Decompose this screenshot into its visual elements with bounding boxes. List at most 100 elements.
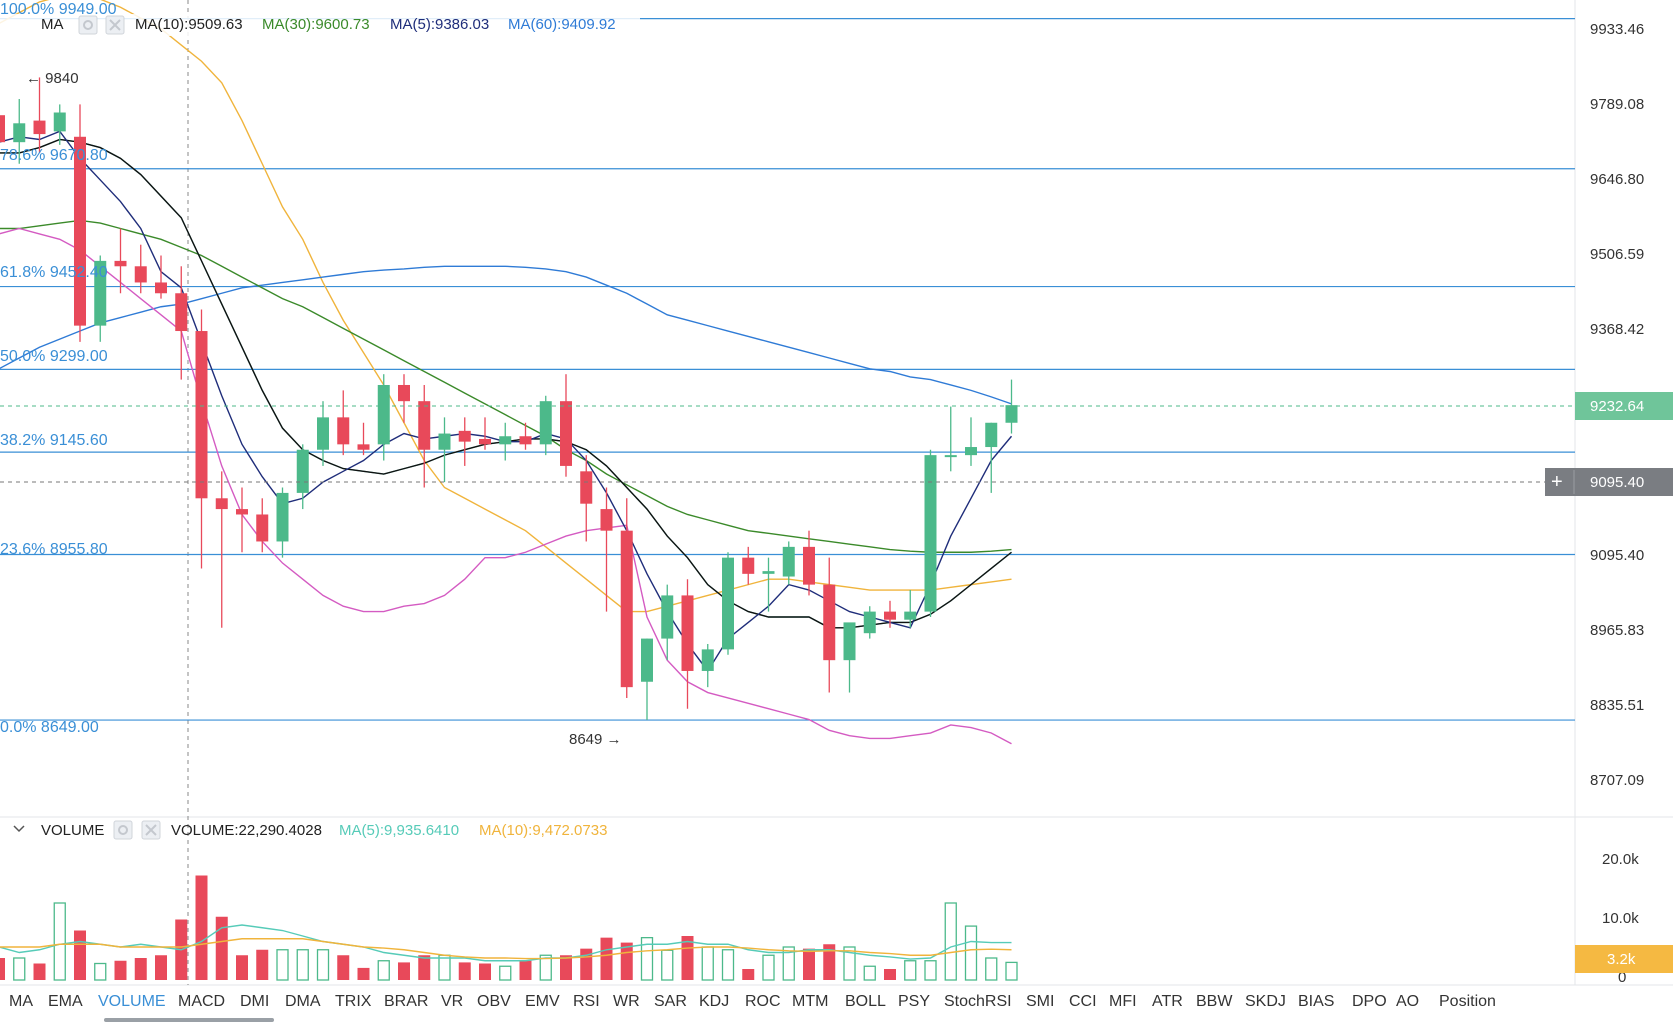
volume-bar xyxy=(1005,961,1018,981)
tab-stochrsi[interactable]: StochRSI xyxy=(944,993,1012,1010)
volume-bar xyxy=(782,946,795,981)
candle-body xyxy=(296,449,309,493)
tab-ema[interactable]: EMA xyxy=(48,993,83,1010)
tab-vr[interactable]: VR xyxy=(441,993,463,1010)
tab-mtm[interactable]: MTM xyxy=(792,993,828,1010)
candle-body xyxy=(904,611,917,620)
legend-indicator-name: MA xyxy=(41,16,64,33)
tab-wr[interactable]: WR xyxy=(613,993,640,1010)
volume-bar xyxy=(256,949,269,980)
volume-tick: 10.0k xyxy=(1602,910,1639,927)
price-axis[interactable]: 9933.46 9789.08 9646.80 9506.59 9368.42 … xyxy=(1590,21,1644,789)
volume-bar xyxy=(701,946,714,981)
volume-bar xyxy=(843,946,856,981)
tab-ao[interactable]: AO xyxy=(1396,993,1419,1010)
legend-ma30: MA(30):9600.73 xyxy=(262,16,370,33)
tab-rsi[interactable]: RSI xyxy=(573,993,600,1010)
candle-body xyxy=(863,611,876,634)
tab-bbw[interactable]: BBW xyxy=(1196,993,1233,1010)
gear-icon xyxy=(83,20,93,30)
volume-bar xyxy=(600,937,613,980)
fib-label-382: 38.2% 9145.60 xyxy=(0,432,108,449)
volume-bar xyxy=(94,962,107,981)
cursor-price-badge xyxy=(1545,468,1673,496)
price-tick: 8965.83 xyxy=(1590,622,1644,639)
gear-icon xyxy=(118,825,128,835)
volume-bar xyxy=(823,944,836,980)
volume-bar xyxy=(721,949,735,981)
tab-dma[interactable]: DMA xyxy=(285,993,321,1010)
tab-sar[interactable]: SAR xyxy=(654,993,687,1010)
volume-bar xyxy=(904,960,917,981)
tab-mfi[interactable]: MFI xyxy=(1109,993,1137,1010)
tab-psy[interactable]: PSY xyxy=(898,993,930,1010)
candle-body xyxy=(418,401,431,450)
candle-body xyxy=(236,509,248,515)
price-tick: 9506.59 xyxy=(1590,246,1644,263)
price-tick: 8707.09 xyxy=(1590,772,1644,789)
cursor-price-text: 9095.40 xyxy=(1590,474,1644,491)
volume-bar xyxy=(398,962,410,980)
candle-body xyxy=(1005,405,1018,423)
volume-bar xyxy=(114,960,127,980)
tab-smi[interactable]: SMI xyxy=(1026,993,1054,1010)
volume-bar xyxy=(863,965,876,981)
candle-body xyxy=(843,622,856,661)
tabs-scrollbar[interactable] xyxy=(104,1018,274,1022)
main-legend-bg xyxy=(0,14,640,36)
candle-body xyxy=(661,595,674,639)
main-price-panel[interactable] xyxy=(0,0,1575,817)
price-tick: 9789.08 xyxy=(1590,96,1644,113)
volume-settings-button[interactable] xyxy=(113,820,133,840)
candle-body xyxy=(519,436,532,445)
volume-bar xyxy=(236,955,248,980)
candle-body xyxy=(13,123,26,143)
tab-boll[interactable]: BOLL xyxy=(845,993,886,1010)
tab-trix[interactable]: TRIX xyxy=(335,993,372,1010)
candle-body xyxy=(256,514,269,542)
volume-bar xyxy=(681,936,694,980)
volume-ma-lines xyxy=(0,924,1012,962)
volume-bar xyxy=(560,955,572,980)
candle-body xyxy=(701,649,714,671)
fib-label-786: 78.6% 9670.80 xyxy=(0,147,108,164)
tab-atr[interactable]: ATR xyxy=(1152,993,1183,1010)
tab-kdj[interactable]: KDJ xyxy=(699,993,729,1010)
candle-body xyxy=(681,595,694,671)
tab-cci[interactable]: CCI xyxy=(1069,993,1097,1010)
volume-bar xyxy=(53,902,66,981)
tab-emv[interactable]: EMV xyxy=(525,993,560,1010)
tab-skdj[interactable]: SKDJ xyxy=(1245,993,1286,1010)
tab-dmi[interactable]: DMI xyxy=(240,993,269,1010)
volume-bar xyxy=(580,948,593,980)
volume-bar xyxy=(33,963,46,980)
candlestick-series xyxy=(0,77,1018,721)
volume-bar xyxy=(944,902,957,981)
tab-roc[interactable]: ROC xyxy=(745,993,781,1010)
volume-bar xyxy=(762,954,775,981)
price-tick: 9095.40 xyxy=(1590,547,1644,564)
tab-ma[interactable]: MA xyxy=(9,993,33,1010)
candle-body xyxy=(398,384,410,402)
candle-body xyxy=(499,436,512,445)
tab-volume[interactable]: VOLUME xyxy=(98,993,166,1010)
price-tick: 9933.46 xyxy=(1590,21,1644,38)
tab-macd[interactable]: MACD xyxy=(178,993,225,1010)
candle-body xyxy=(641,638,653,682)
tab-brar[interactable]: BRAR xyxy=(384,993,428,1010)
volume-bar xyxy=(155,955,167,980)
tab-obv[interactable]: OBV xyxy=(477,993,511,1010)
tab-position[interactable]: Position xyxy=(1439,993,1496,1010)
tab-dpo[interactable]: DPO xyxy=(1352,993,1387,1010)
tab-bias[interactable]: BIAS xyxy=(1298,993,1334,1010)
price-tick: 9368.42 xyxy=(1590,321,1644,338)
settings-icon[interactable] xyxy=(78,15,98,35)
candle-body xyxy=(94,260,107,326)
ma60-line xyxy=(0,265,1012,405)
add-alert-plus-icon[interactable]: + xyxy=(1551,471,1563,493)
volume-bar xyxy=(296,949,309,981)
chevron-down-icon[interactable] xyxy=(13,825,25,833)
fib-label-50: 50.0% 9299.00 xyxy=(0,348,108,365)
price-tick: 8835.51 xyxy=(1590,697,1644,714)
